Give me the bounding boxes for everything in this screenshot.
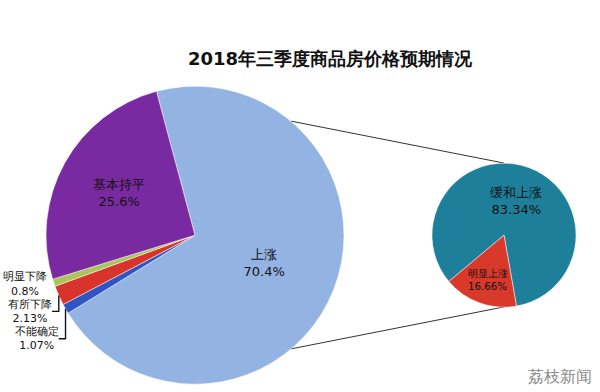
svg-text:基本持平25.6%: 基本持平25.6% (93, 177, 145, 209)
svg-text:缓和上涨83.34%: 缓和上涨83.34% (490, 185, 542, 217)
svg-text:2018年三季度商品房价格预期情况: 2018年三季度商品房价格预期情况 (188, 48, 473, 69)
svg-text:不能确定1.07%: 不能确定1.07% (15, 325, 59, 352)
svg-text:明显下降0.8%: 明显下降0.8% (3, 270, 47, 297)
svg-text:上涨70.4%: 上涨70.4% (244, 247, 285, 279)
svg-text:有所下降2.13%: 有所下降2.13% (8, 298, 52, 325)
svg-text:荔枝新闻: 荔枝新闻 (528, 367, 592, 386)
svg-text:明显上涨16.66%: 明显上涨16.66% (468, 268, 508, 292)
